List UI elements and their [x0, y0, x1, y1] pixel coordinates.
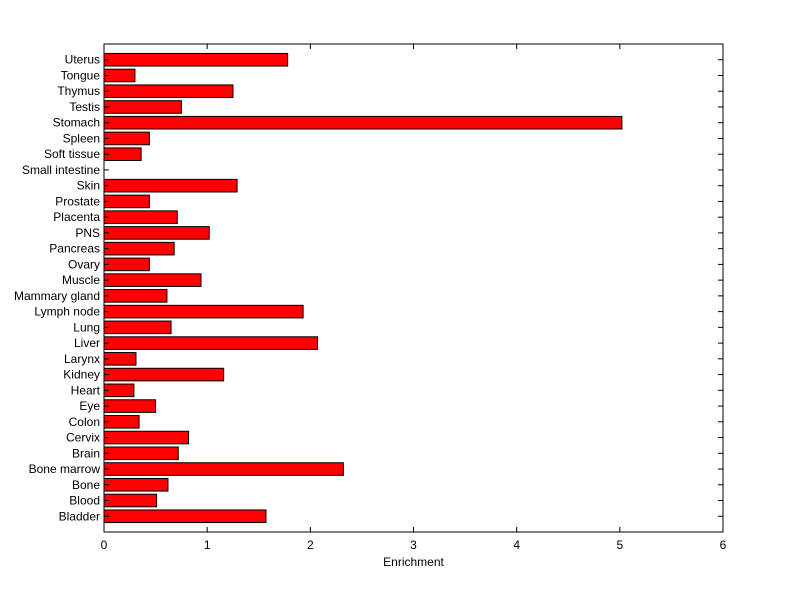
y-tick-label: Soft tissue: [44, 147, 100, 161]
y-tick-label: Muscle: [62, 273, 100, 287]
bar-stomach: [103, 115, 623, 130]
bar-uterus: [103, 52, 289, 67]
y-tick-label: Eye: [79, 399, 100, 413]
y-tick-label: Prostate: [55, 194, 100, 208]
y-tick-label: Cervix: [66, 431, 100, 445]
y-tick-label: Larynx: [64, 352, 100, 366]
y-tick-label: Heart: [71, 383, 101, 397]
y-tick-label: Liver: [74, 336, 100, 350]
bar-cervix: [103, 430, 190, 445]
bar-pancreas: [103, 241, 175, 256]
y-tick-label: Bone: [72, 478, 100, 492]
bar-pns: [103, 226, 210, 240]
y-tick-label: PNS: [75, 226, 100, 240]
bar-muscle: [103, 273, 202, 287]
y-tick-label: Spleen: [63, 131, 100, 145]
plot-frame: [103, 43, 724, 533]
y-tick-label: Stomach: [53, 116, 100, 130]
bar-bone-marrow: [103, 462, 344, 476]
y-tick-label: Lung: [73, 320, 100, 334]
y-tick-label: Lymph node: [34, 305, 100, 319]
y-tick-label: Bladder: [59, 509, 100, 523]
bar-thymus: [103, 84, 234, 99]
y-tick-label: Colon: [69, 415, 100, 429]
y-tick-label: Ovary: [68, 257, 100, 271]
x-tick-label: 3: [410, 538, 417, 552]
bar-testis: [103, 100, 182, 114]
y-tick-label: Uterus: [65, 53, 100, 67]
x-tick-label: 0: [101, 538, 108, 552]
y-tick-label: Kidney: [63, 368, 100, 382]
bar-placenta: [103, 210, 178, 224]
bar-spleen: [103, 131, 150, 146]
y-tick-label: Thymus: [57, 84, 100, 98]
bar-lung: [103, 320, 172, 335]
x-tick-label: 2: [307, 538, 314, 552]
bar-bone: [103, 477, 169, 492]
y-tick-label: Pancreas: [49, 242, 100, 256]
bar-prostate: [103, 194, 150, 209]
y-tick-label: Blood: [69, 494, 100, 508]
bar-eye: [103, 399, 157, 413]
y-tick-label: Placenta: [53, 210, 100, 224]
y-tick-label: Testis: [69, 100, 100, 114]
bar-lymph-node: [103, 304, 304, 319]
bar-colon: [103, 415, 140, 429]
bar-ovary: [103, 257, 150, 272]
x-tick-label: 6: [720, 538, 727, 552]
x-tick-label: 4: [513, 538, 520, 552]
bar-blood: [103, 493, 158, 508]
ticks-layer: [103, 44, 724, 532]
bar-brain: [103, 446, 179, 461]
y-tick-label: Small intestine: [22, 163, 100, 177]
bar-bladder: [103, 509, 267, 524]
bar-mammary-gland: [103, 289, 168, 303]
x-tick-label: 5: [616, 538, 623, 552]
y-tick-label: Brain: [72, 446, 100, 460]
y-tick-label: Skin: [77, 179, 100, 193]
y-tick-label: Mammary gland: [14, 289, 100, 303]
y-tick-label: Bone marrow: [29, 462, 101, 476]
y-tick-label: Tongue: [61, 68, 101, 82]
bar-liver: [103, 336, 319, 350]
x-axis-label: Enrichment: [383, 555, 444, 569]
bar-soft-tissue: [103, 147, 142, 161]
bar-skin: [103, 178, 238, 193]
bar-kidney: [103, 367, 225, 382]
x-tick-label: 1: [204, 538, 211, 552]
